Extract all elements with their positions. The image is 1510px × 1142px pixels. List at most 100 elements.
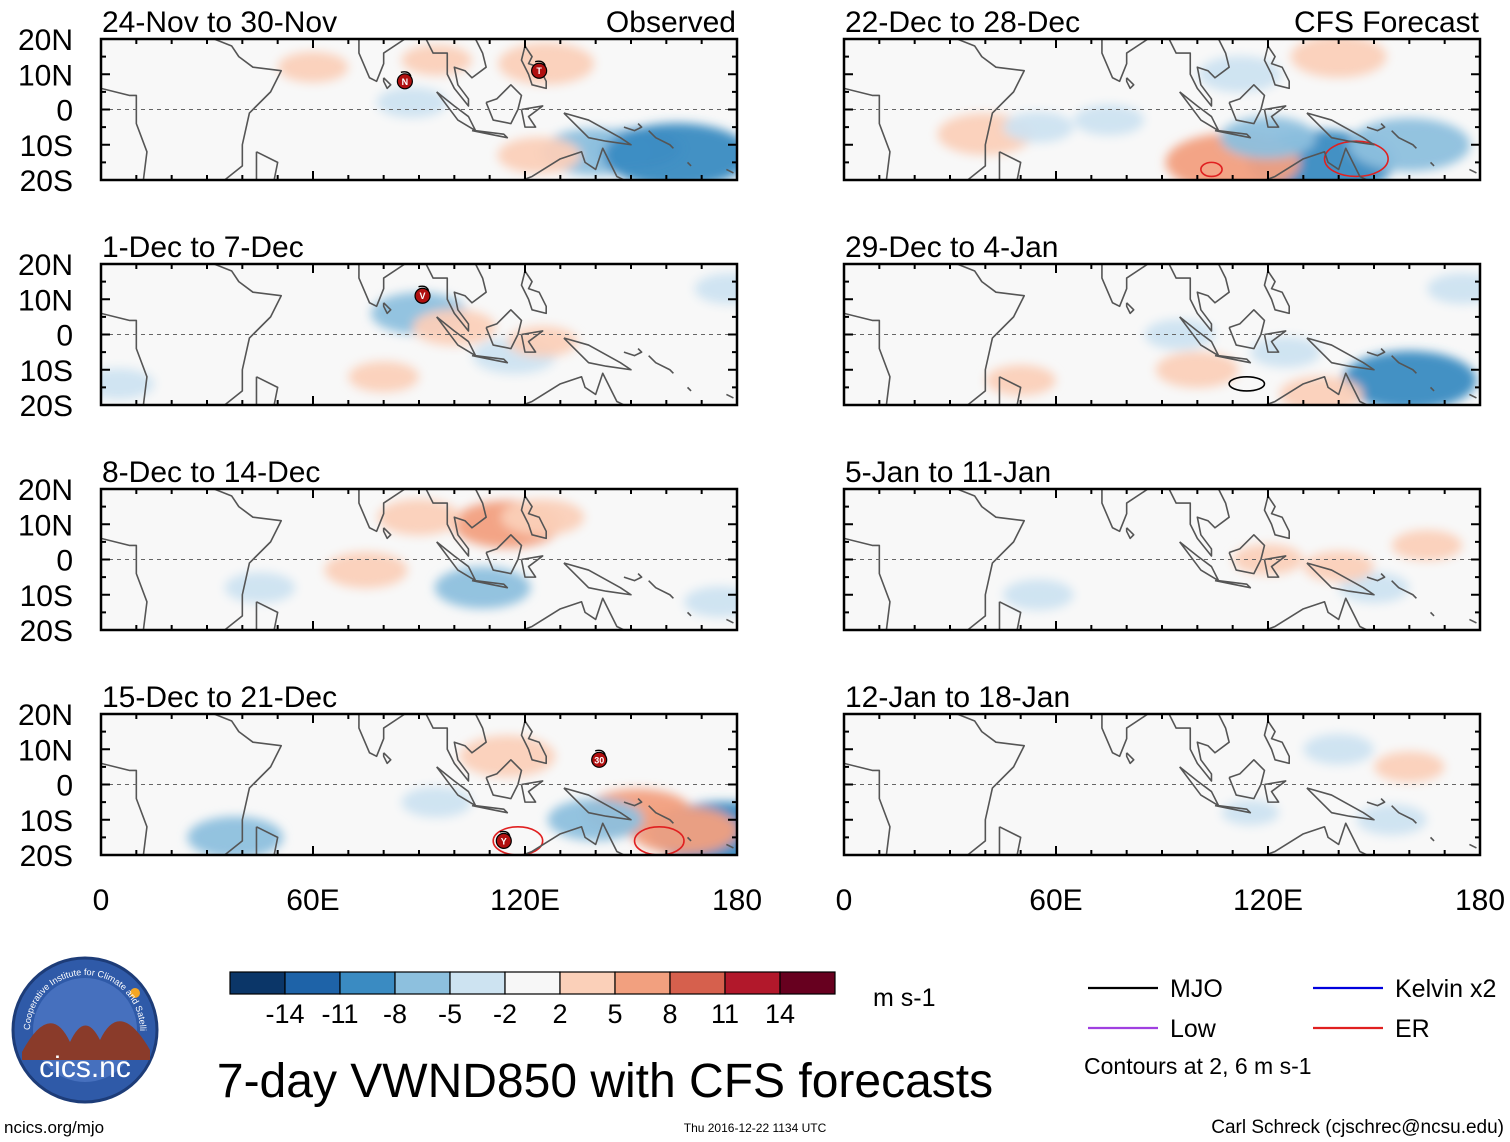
- colorbar-bin: [614, 971, 671, 995]
- colorbar-bin: [339, 971, 396, 995]
- y-tick-label: 20N: [18, 24, 73, 57]
- anomaly-blob: [1356, 804, 1427, 836]
- anomaly-blob: [324, 551, 408, 589]
- coastline: [1179, 316, 1220, 357]
- anomaly-blob: [603, 123, 737, 180]
- coastline: [436, 541, 477, 582]
- coastline: [1391, 805, 1417, 824]
- contour-er: [492, 826, 544, 855]
- anomaly-field: [187, 735, 737, 855]
- coastline: [623, 123, 643, 132]
- map-panel: 29-Dec to 4-Jan: [842, 231, 1482, 407]
- coastline: [1306, 562, 1375, 596]
- coastline: [1429, 386, 1435, 392]
- coastline: [520, 105, 544, 128]
- y-tick-label: 10S: [20, 805, 73, 838]
- coastline: [1391, 580, 1417, 599]
- storm-marker: N: [396, 71, 413, 90]
- coastline: [726, 168, 734, 174]
- colorbar-bin: [229, 971, 286, 995]
- coastline: [1228, 84, 1266, 125]
- anomaly-field: [937, 39, 1471, 180]
- coastline: [520, 270, 548, 315]
- coastline: [1101, 714, 1149, 758]
- coastline: [1101, 39, 1149, 83]
- anomaly-blob: [1003, 579, 1074, 611]
- y-tick-label: 10S: [20, 130, 73, 163]
- coastline: [563, 112, 632, 146]
- colorbar-bin: [284, 971, 341, 995]
- ticks: [100, 263, 738, 406]
- coastline: [255, 376, 279, 405]
- y-tick-label: 0: [56, 545, 73, 578]
- anomaly-blob: [1338, 572, 1410, 604]
- colorbar-bin: [779, 971, 836, 995]
- storm-marker: Y: [495, 830, 512, 850]
- legend-label: Low: [1170, 1015, 1217, 1043]
- coastline: [425, 264, 487, 332]
- storm-arm: [499, 830, 511, 837]
- anomaly-blob: [1348, 118, 1471, 172]
- y-tick-label: 0: [56, 320, 73, 353]
- coastline: [686, 611, 692, 617]
- anomaly-field: [985, 273, 1480, 405]
- coastline: [1263, 780, 1287, 803]
- coastline: [648, 580, 674, 599]
- coastline: [1168, 714, 1230, 782]
- coastline: [1306, 112, 1375, 146]
- coastline: [686, 386, 692, 392]
- legend-label: MJO: [1170, 975, 1223, 1003]
- y-tick-label: 20N: [18, 699, 73, 732]
- colorbar-bin: [449, 971, 506, 995]
- anomaly-blob: [501, 499, 585, 536]
- coastline: [382, 752, 392, 765]
- coastline: [1228, 534, 1266, 575]
- ticks: [100, 713, 738, 856]
- coastline: [623, 348, 643, 357]
- colorbar-tick-label: -14: [265, 999, 304, 1029]
- y-tick-label: 10S: [20, 355, 73, 388]
- colorbar-tick-label: -5: [438, 999, 462, 1029]
- anomaly-blob: [684, 586, 737, 618]
- coastline: [382, 77, 392, 90]
- contour-mjo: [1228, 376, 1266, 392]
- coastline: [436, 91, 477, 132]
- storm-arm: [534, 60, 546, 66]
- coastline: [726, 393, 734, 399]
- coastline: [998, 826, 1022, 855]
- storm-label: Y: [501, 836, 507, 846]
- anomaly-blob: [434, 566, 531, 609]
- coastline: [1263, 555, 1287, 578]
- storm-disc: [531, 62, 548, 79]
- coastlines: [101, 264, 734, 405]
- coastline: [1306, 337, 1375, 371]
- coastline: [1469, 618, 1477, 624]
- panel-period-label: 1-Dec to 7-Dec: [102, 231, 304, 264]
- coastline: [623, 798, 643, 807]
- y-tick-label: 20S: [20, 390, 73, 423]
- coastline: [1168, 489, 1230, 557]
- coastline: [485, 759, 523, 800]
- coastline: [1366, 348, 1386, 357]
- coastline: [956, 714, 1025, 855]
- coastline: [1179, 91, 1220, 132]
- storm-marker: V: [414, 285, 431, 304]
- y-tick-label: 10N: [18, 59, 73, 92]
- coastline: [485, 309, 523, 350]
- coastline: [425, 489, 487, 557]
- anomaly-blob: [1374, 751, 1445, 783]
- anomaly-blob: [1155, 351, 1239, 388]
- colorbar-bin: [394, 971, 451, 995]
- figure-title: 7-day VWND850 with CFS forecasts: [217, 1055, 993, 1108]
- coastline: [1263, 270, 1290, 315]
- ticks: [843, 713, 1481, 856]
- coastline: [255, 151, 279, 180]
- colorbar-tick-label: 8: [662, 999, 677, 1029]
- y-tick-label: 0: [56, 95, 73, 128]
- coastline: [1429, 161, 1435, 167]
- anomaly-blob: [1290, 39, 1387, 78]
- colorbar-tick-label: -8: [383, 999, 407, 1029]
